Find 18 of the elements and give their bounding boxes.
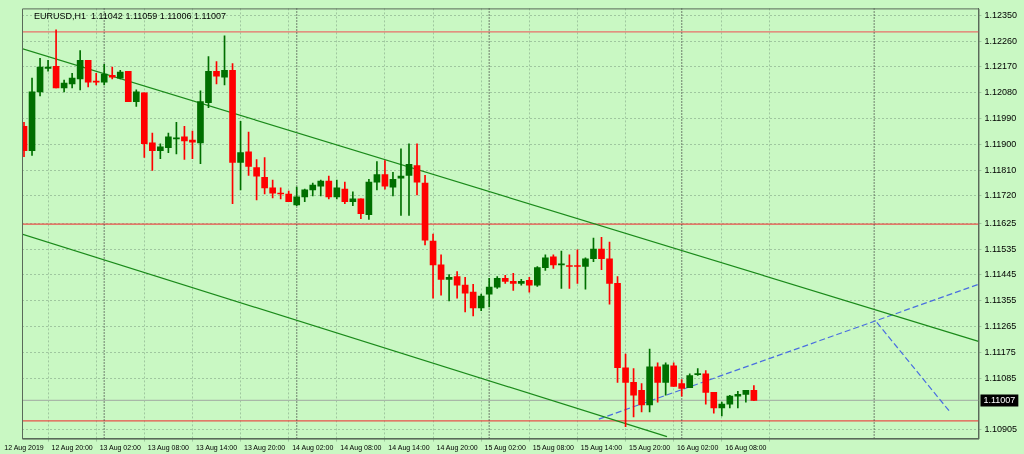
- y-tick-label: 1.12170: [984, 61, 1018, 72]
- y-tick-label: 1.11175: [984, 346, 1016, 357]
- y-tick-label: 1.11445: [984, 269, 1017, 280]
- y-tick-label: 1.12350: [984, 9, 1018, 20]
- ref-line-label: 1.11007: [983, 394, 1016, 405]
- y-tick-label: 1.11265: [984, 320, 1017, 331]
- y-tick-label: 1.11085: [984, 372, 1017, 383]
- y-tick-label: 1.11355: [984, 295, 1017, 306]
- y-tick-label: 1.11625: [984, 217, 1017, 228]
- y-tick-label: 1.11810: [984, 164, 1017, 175]
- y-tick-label: 1.12080: [984, 87, 1018, 98]
- chart-title: EURUSD,H1 1.11042 1.11059 1.11006 1.11007: [34, 10, 226, 21]
- y-tick-label: 1.11720: [984, 190, 1017, 201]
- y-tick-label: 1.12260: [984, 35, 1018, 46]
- y-tick-label: 1.11535: [984, 243, 1017, 254]
- y-tick-label: 1.11900: [984, 138, 1017, 149]
- y-tick-label: 1.11990: [984, 113, 1017, 124]
- y-tick-label: 1.10905: [984, 424, 1018, 435]
